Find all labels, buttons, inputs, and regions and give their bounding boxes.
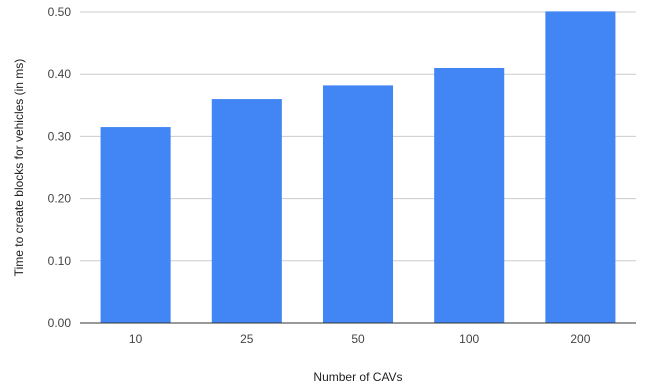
y-tick-label: 0.10 xyxy=(48,254,72,268)
bar-50 xyxy=(322,85,394,323)
y-tick-label: 0.20 xyxy=(48,192,72,206)
x-tick-labels: 10 25 50 100 200 xyxy=(129,332,591,346)
x-tick-label: 10 xyxy=(129,332,143,346)
bar-10 xyxy=(100,127,171,323)
bar-25 xyxy=(211,99,282,323)
y-axis-title: Time to create blocks for vehicles (in m… xyxy=(12,59,26,277)
x-tick-label: 100 xyxy=(459,332,479,346)
bars xyxy=(100,11,616,324)
x-tick-label: 50 xyxy=(351,332,365,346)
y-tick-label: 0.30 xyxy=(48,129,72,143)
y-tick-label: 0.50 xyxy=(48,5,72,19)
x-axis-title: Number of CAVs xyxy=(313,370,402,384)
y-tick-label: 0.00 xyxy=(48,316,72,330)
bar-200 xyxy=(545,11,616,324)
y-tick-labels: 0.00 0.10 0.20 0.30 0.40 0.50 xyxy=(48,5,72,330)
y-tick-label: 0.40 xyxy=(48,67,72,81)
x-tick-label: 200 xyxy=(570,332,590,346)
x-tick-label: 25 xyxy=(240,332,254,346)
bar-100 xyxy=(434,67,505,323)
